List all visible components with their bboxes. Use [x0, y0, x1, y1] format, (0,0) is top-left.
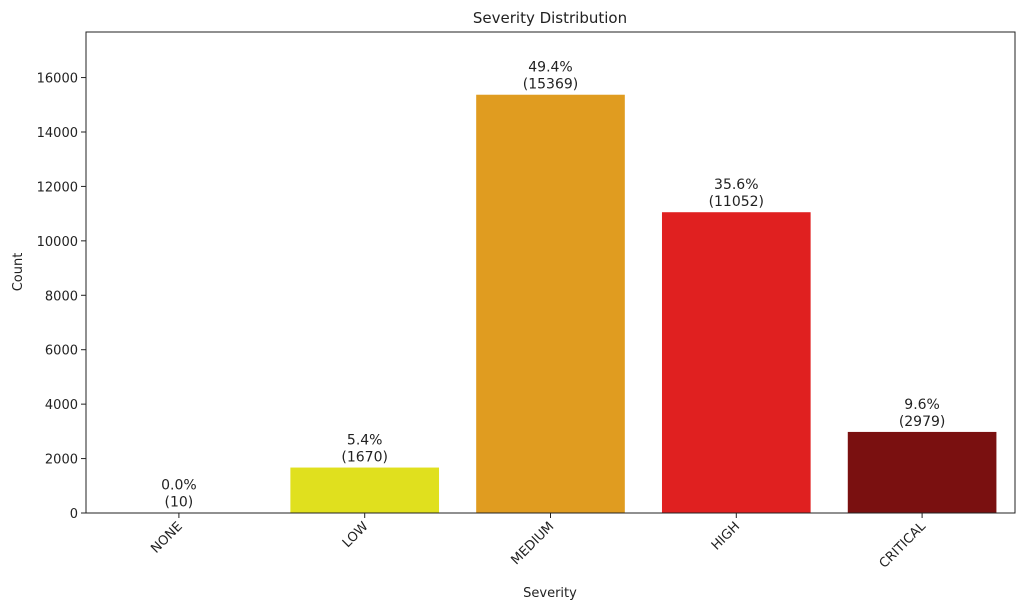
y-tick-label: 2000 [45, 453, 78, 468]
data-label-percent: 49.4% [528, 60, 572, 76]
x-tick-label: NONE [148, 519, 185, 556]
data-label-count: (10) [165, 495, 194, 511]
y-tick-label: 14000 [37, 126, 78, 141]
y-tick-label: 12000 [37, 180, 78, 195]
bar-low [290, 468, 439, 513]
x-axis-label: Severity [523, 586, 577, 601]
data-label-percent: 35.6% [714, 177, 758, 193]
y-tick-label: 16000 [37, 72, 78, 87]
data-label-count: (2979) [899, 414, 946, 430]
y-axis-label: Count [11, 253, 26, 292]
x-tick-label: LOW [340, 519, 372, 551]
data-label-count: (1670) [341, 450, 388, 466]
y-tick-label: 8000 [45, 289, 78, 304]
y-tick-label: 10000 [37, 235, 78, 250]
x-tick-label: HIGH [709, 519, 743, 553]
x-tick-label: MEDIUM [509, 519, 558, 568]
bar-critical [848, 432, 997, 513]
data-label-percent: 0.0% [161, 478, 197, 494]
y-tick-label: 0 [70, 507, 78, 522]
y-tick-label: 6000 [45, 344, 78, 359]
data-label-count: (15369) [523, 77, 578, 93]
data-label-percent: 5.4% [347, 433, 383, 449]
data-label-percent: 9.6% [904, 397, 940, 413]
bar-high [662, 212, 811, 513]
data-label-count: (11052) [709, 194, 764, 210]
chart-title: Severity Distribution [473, 9, 627, 27]
y-tick-label: 4000 [45, 398, 78, 413]
x-tick-label: CRITICAL [877, 519, 930, 572]
bar-medium [476, 95, 625, 513]
